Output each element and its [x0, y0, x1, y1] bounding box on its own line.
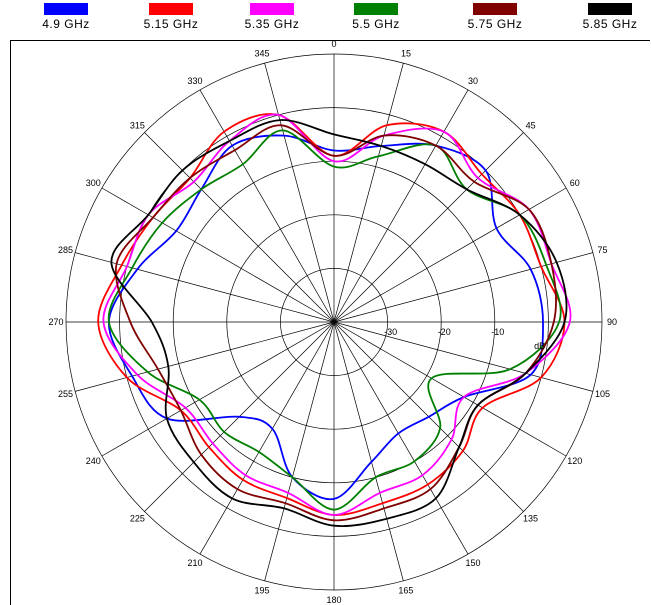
legend-swatch — [149, 3, 193, 15]
grid-spoke — [333, 187, 567, 323]
legend-label: 5.35 GHz — [244, 17, 300, 31]
series-line — [107, 134, 544, 501]
legend-swatch — [473, 3, 517, 15]
legend-item: 4.9 GHz — [26, 3, 106, 31]
grid-spoke — [199, 321, 335, 555]
legend-item: 5.85 GHz — [570, 3, 650, 31]
angle-tick-label: 330 — [187, 76, 202, 86]
angle-tick-label: 105 — [595, 389, 610, 399]
angle-tick-label: 180 — [326, 595, 341, 605]
angle-tick-label: 210 — [187, 558, 202, 568]
angle-tick-label: 270 — [48, 317, 63, 327]
grid-spoke — [333, 321, 593, 392]
angle-tick-label: 195 — [255, 586, 270, 596]
angle-tick-label: 60 — [570, 178, 580, 188]
angle-tick-label: 240 — [86, 456, 101, 466]
legend-swatch — [354, 3, 398, 15]
angle-tick-label: 150 — [465, 558, 480, 568]
grid-spoke — [264, 321, 335, 581]
angle-tick-label: 135 — [523, 514, 538, 524]
grid-spoke — [264, 63, 335, 323]
legend-swatch — [250, 3, 294, 15]
legend-item: 5.15 GHz — [131, 3, 211, 31]
series-line — [110, 119, 568, 527]
angle-tick-label: 255 — [58, 389, 73, 399]
angle-tick-label: 315 — [130, 120, 145, 130]
grid-spoke — [144, 132, 335, 323]
radial-tick-label: dB — [534, 341, 545, 351]
legend: 4.9 GHz 5.15 GHz 5.35 GHz 5.5 GHz 5.75 G… — [0, 0, 651, 40]
legend-item: 5.35 GHz — [232, 3, 312, 31]
angle-tick-label: 300 — [86, 178, 101, 188]
legend-swatch — [44, 3, 88, 15]
series-line — [114, 124, 557, 522]
grid-spoke — [199, 89, 335, 323]
legend-label: 4.9 GHz — [42, 17, 90, 31]
grid-spoke — [333, 132, 524, 323]
angle-tick-label: 225 — [130, 514, 145, 524]
grid-spoke — [333, 252, 593, 323]
legend-label: 5.85 GHz — [582, 17, 638, 31]
legend-item: 5.5 GHz — [336, 3, 416, 31]
angle-tick-label: 90 — [607, 317, 617, 327]
grid-spoke — [333, 63, 404, 323]
angle-tick-label: 345 — [255, 48, 270, 58]
grid-spoke — [333, 89, 469, 323]
angle-tick-label: 285 — [58, 245, 73, 255]
angle-tick-label: 30 — [468, 76, 478, 86]
angle-tick-label: 0 — [331, 39, 336, 49]
radial-tick-label: -10 — [491, 327, 504, 337]
grid-spoke — [333, 321, 404, 581]
polar-grid — [65, 53, 603, 591]
radial-tick-label: -30 — [384, 327, 397, 337]
grid-spoke — [75, 321, 335, 392]
grid-spoke — [101, 321, 335, 457]
legend-label: 5.15 GHz — [143, 17, 199, 31]
legend-label: 5.5 GHz — [352, 17, 400, 31]
grid-spoke — [333, 321, 469, 555]
angle-tick-label: 45 — [526, 120, 536, 130]
legend-item: 5.75 GHz — [455, 3, 535, 31]
angle-tick-label: 165 — [398, 586, 413, 596]
series-layer — [97, 113, 572, 527]
legend-label: 5.75 GHz — [467, 17, 523, 31]
grid-spoke — [101, 187, 335, 323]
plot-frame — [10, 40, 650, 605]
angle-tick-label: 120 — [567, 456, 582, 466]
grid-spoke — [75, 252, 335, 323]
legend-swatch — [588, 3, 632, 15]
label-layer: 0 15 30 45 60 75 90 105 120 135 150 165 180 195 210 225… — [48, 39, 617, 605]
angle-tick-label: 15 — [401, 48, 411, 58]
grid-spoke — [333, 321, 567, 457]
radial-tick-label: -20 — [438, 327, 451, 337]
angle-tick-label: 75 — [598, 245, 608, 255]
